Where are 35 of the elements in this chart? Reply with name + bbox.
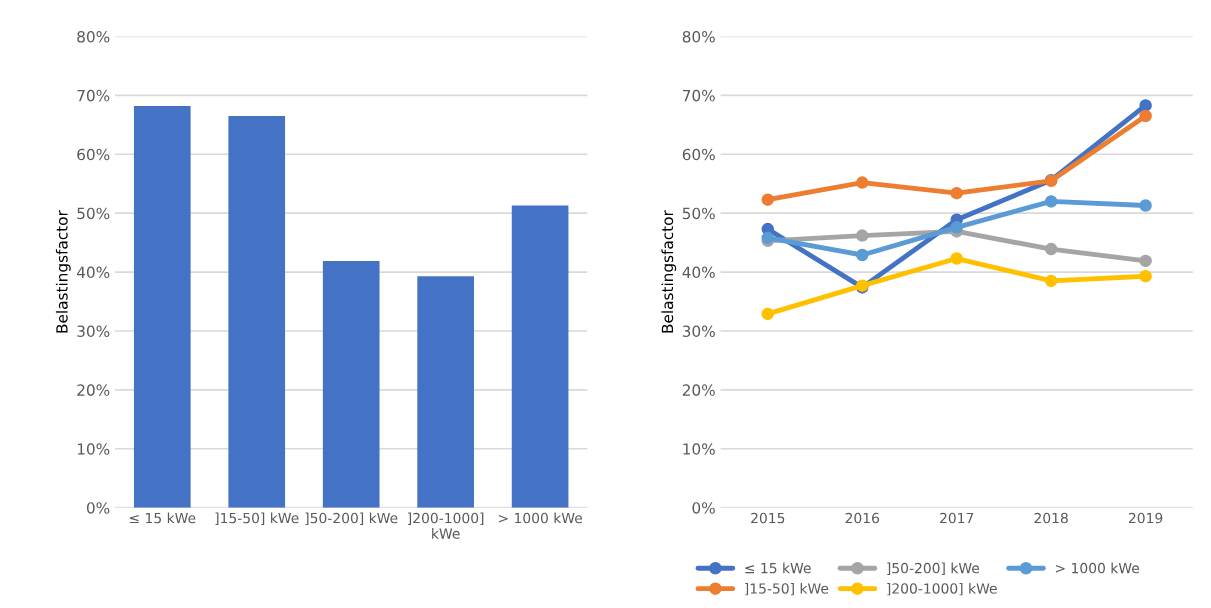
y-axis-title: Belastingsfactor [661,210,677,333]
x-tick-label: ≤ 15 kWe [129,512,196,524]
legend-label: ]200-1000] kWe [887,582,997,596]
legend-label: ≤ 15 kWe [745,562,811,574]
y-tick-label: 50% [682,207,715,220]
y-tick-label: 20% [682,384,715,396]
y-tick-label: 50% [77,207,110,220]
y-tick-label: 10% [683,443,715,455]
x-tick-label: 2018 [1034,512,1068,524]
x-tick-label: ]200-1000] kWe [408,512,484,539]
x-tick-label: > 1000 kWe [498,512,583,524]
x-tick-label: ]50-200] kWe [305,512,398,525]
x-tick-label: ]15-50] kWe [215,512,299,525]
legend-label: ]50-200] kWe [887,562,980,575]
y-tick-label: 30% [682,325,715,337]
y-axis-title: Belastingsfactor [55,210,71,333]
x-tick-label: 2016 [845,512,880,524]
y-tick-label: 30% [77,325,110,337]
y-tick-label: 40% [76,266,110,279]
y-tick-label: 0% [692,502,715,514]
x-tick-label: 2017 [940,512,974,524]
y-tick-label: 80% [682,30,715,43]
y-tick-label: 10% [77,443,110,455]
y-tick-label: 40% [682,266,715,279]
y-tick-label: 60% [682,148,715,161]
legend-label: > 1000 kWe [1055,562,1140,574]
legend-label: ]15-50] kWe [745,582,829,596]
y-tick-label: 70% [77,89,110,102]
y-tick-label: 80% [77,30,110,43]
x-tick-label: 2015 [751,512,785,524]
y-tick-label: 20% [77,384,110,396]
y-tick-label: 0% [86,502,110,514]
x-tick-label: 2019 [1128,512,1163,524]
y-tick-label: 70% [682,89,715,102]
y-tick-label: 60% [77,148,110,161]
